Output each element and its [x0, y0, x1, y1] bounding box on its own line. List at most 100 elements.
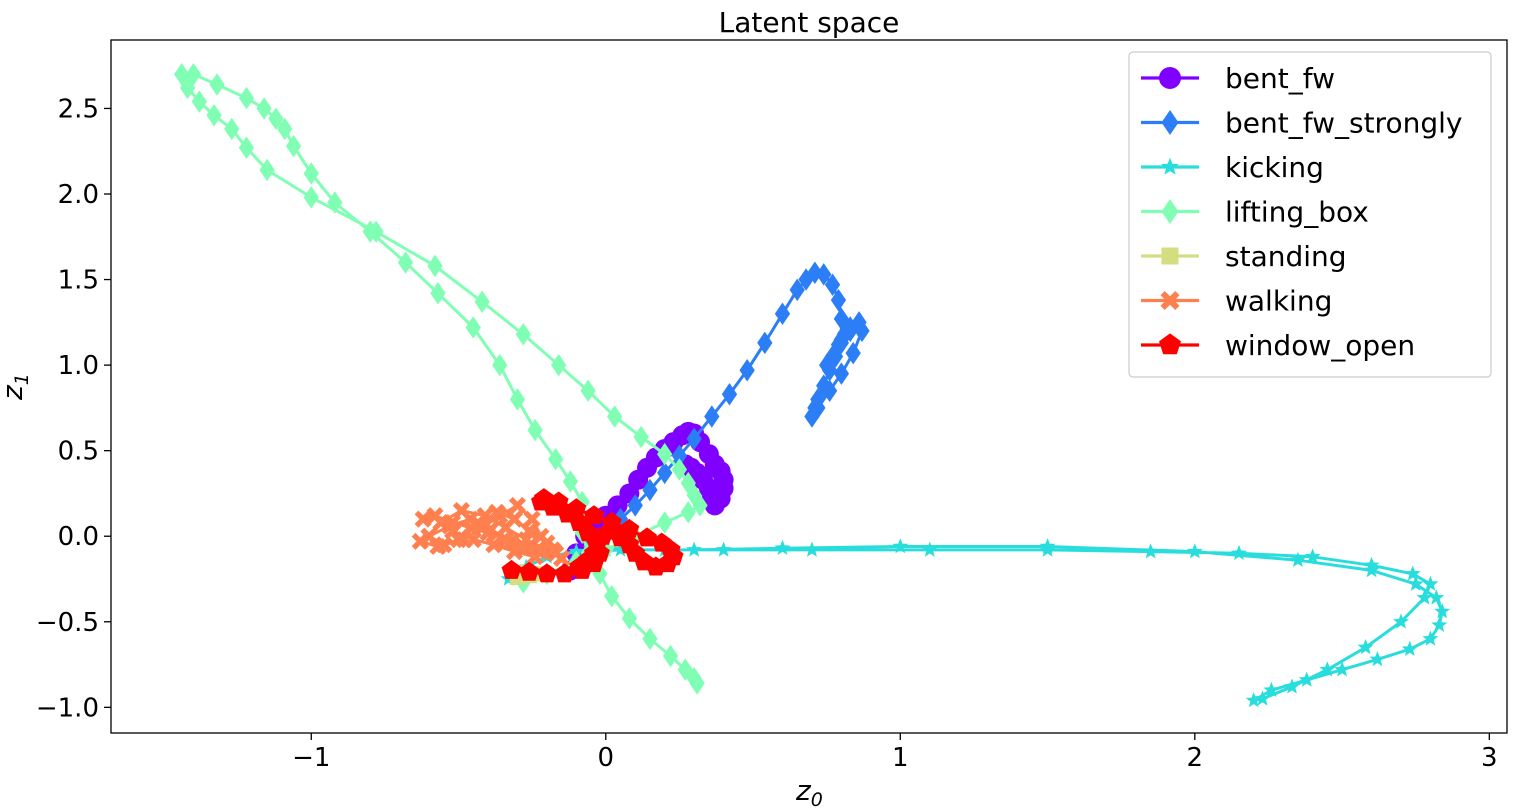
data-point — [465, 316, 481, 339]
data-point — [505, 543, 523, 561]
data-point — [268, 107, 284, 130]
data-point — [1319, 661, 1336, 677]
data-point — [671, 444, 688, 468]
data-point — [1369, 651, 1386, 667]
data-point — [519, 561, 540, 581]
data-point — [206, 104, 222, 127]
data-point — [174, 62, 190, 86]
legend-label: bent_fw — [1225, 62, 1335, 95]
data-point — [414, 510, 432, 528]
data-point — [544, 541, 562, 559]
legend-label: window_open — [1225, 329, 1415, 362]
data-point — [662, 644, 679, 668]
data-point — [1298, 671, 1315, 687]
legend-box — [1128, 51, 1492, 378]
data-point — [1231, 544, 1247, 561]
series-walking — [411, 496, 571, 567]
data-point — [1245, 692, 1262, 708]
data-point — [1363, 556, 1380, 573]
data-point — [810, 396, 826, 420]
data-point — [633, 425, 649, 449]
legend-marker — [1161, 110, 1179, 135]
data-point — [757, 331, 773, 355]
legend-label: kicking — [1225, 151, 1324, 184]
data-point — [303, 186, 319, 209]
x-tick-label: 0 — [598, 743, 615, 773]
data-point — [816, 263, 832, 286]
data-point — [739, 358, 755, 382]
data-point — [259, 158, 275, 182]
data-point — [470, 515, 488, 533]
data-point — [482, 520, 500, 538]
data-point — [485, 536, 503, 554]
x-tick-label: −1 — [292, 743, 330, 773]
legend-entry: kicking — [1141, 151, 1324, 184]
data-point — [238, 136, 255, 160]
data-point — [523, 510, 541, 528]
data-point — [427, 254, 443, 278]
data-point — [520, 537, 538, 555]
data-point — [256, 97, 272, 120]
legend-marker — [1159, 333, 1181, 355]
data-point — [238, 86, 255, 110]
data-point — [492, 353, 508, 377]
y-tick-label: −0.5 — [36, 608, 99, 638]
data-point — [1142, 543, 1159, 559]
data-point — [715, 541, 732, 557]
data-point — [642, 627, 658, 651]
data-point — [185, 62, 202, 86]
y-tick-label: −1.0 — [36, 693, 99, 723]
data-point — [1254, 690, 1271, 706]
y-tick-label: 2.5 — [58, 94, 99, 124]
data-point — [1431, 616, 1448, 632]
data-point — [686, 427, 702, 450]
legend-label: lifting_box — [1225, 196, 1369, 229]
legend-entry: window_open — [1141, 329, 1415, 362]
x-tick-label: 1 — [892, 743, 909, 773]
x-axis-ticks: −1 0 1 2 3 — [292, 733, 1498, 773]
y-tick-label: 0.0 — [58, 522, 99, 552]
data-point — [191, 90, 208, 113]
data-point — [548, 491, 569, 511]
data-point — [621, 607, 637, 630]
data-point — [224, 117, 240, 141]
data-point — [1363, 562, 1380, 578]
data-point — [527, 418, 543, 442]
series-lifting_box — [174, 62, 708, 695]
data-point — [1404, 565, 1421, 581]
data-point — [642, 478, 658, 502]
data-point — [509, 388, 526, 411]
legend-label: standing — [1225, 240, 1347, 273]
data-point — [671, 458, 688, 481]
data-point — [554, 563, 575, 583]
data-point — [842, 316, 858, 339]
chart-title: Latent space — [719, 6, 900, 39]
data-point — [515, 323, 531, 346]
data-point — [429, 537, 447, 555]
legend-marker — [1161, 199, 1179, 224]
data-point — [464, 531, 482, 549]
data-point — [526, 548, 544, 566]
data-point — [566, 498, 587, 518]
data-point — [680, 471, 696, 495]
data-point — [569, 556, 590, 576]
legend-entry: standing — [1141, 240, 1347, 273]
data-point — [285, 134, 302, 158]
data-point — [277, 117, 293, 141]
data-point — [1186, 543, 1203, 559]
data-point — [821, 379, 838, 403]
data-point — [704, 405, 720, 428]
data-point — [580, 379, 596, 403]
data-point — [1393, 613, 1409, 629]
x-axis-label: z0 — [795, 774, 823, 811]
data-point — [789, 278, 805, 302]
data-point — [1428, 589, 1445, 605]
data-point — [534, 488, 554, 508]
data-point — [520, 522, 538, 540]
data-point — [562, 470, 579, 493]
data-point — [430, 281, 446, 305]
data-point — [804, 541, 820, 557]
legend-marker — [1159, 67, 1181, 89]
